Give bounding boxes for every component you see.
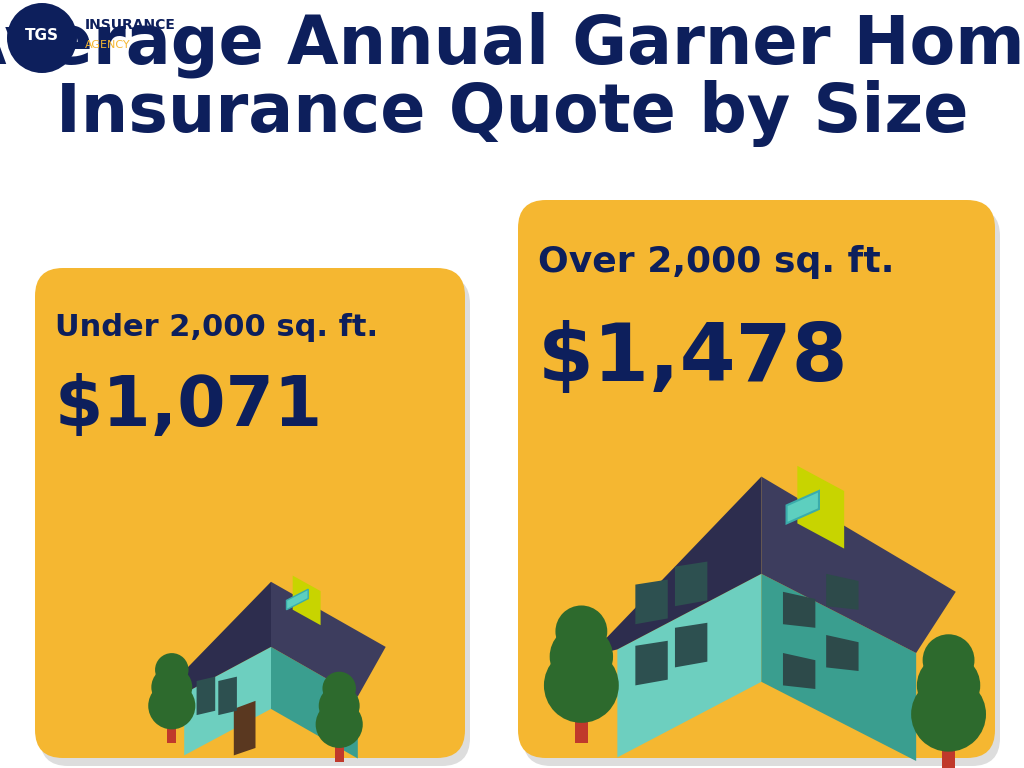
Text: Insurance Quote by Size: Insurance Quote by Size xyxy=(55,80,969,147)
Circle shape xyxy=(155,653,188,687)
Polygon shape xyxy=(617,574,762,757)
Polygon shape xyxy=(675,623,708,667)
Polygon shape xyxy=(675,561,708,606)
Polygon shape xyxy=(233,701,256,756)
Text: $1,478: $1,478 xyxy=(538,320,849,398)
Circle shape xyxy=(555,605,607,657)
FancyBboxPatch shape xyxy=(523,208,1000,766)
Polygon shape xyxy=(942,732,955,768)
Polygon shape xyxy=(271,647,357,759)
Circle shape xyxy=(916,654,980,717)
Circle shape xyxy=(544,648,618,723)
Text: TGS: TGS xyxy=(25,28,59,42)
Circle shape xyxy=(923,634,975,686)
Polygon shape xyxy=(197,677,215,715)
Circle shape xyxy=(152,667,193,707)
FancyBboxPatch shape xyxy=(40,276,470,766)
Polygon shape xyxy=(798,466,844,548)
Circle shape xyxy=(315,701,362,748)
Circle shape xyxy=(7,3,77,73)
Text: Over 2,000 sq. ft.: Over 2,000 sq. ft. xyxy=(538,245,894,279)
Polygon shape xyxy=(218,677,237,715)
Circle shape xyxy=(323,672,356,705)
Polygon shape xyxy=(786,491,819,524)
FancyBboxPatch shape xyxy=(518,200,995,758)
Polygon shape xyxy=(287,589,308,610)
Polygon shape xyxy=(826,635,858,671)
Polygon shape xyxy=(335,737,343,762)
Polygon shape xyxy=(635,580,668,624)
Polygon shape xyxy=(293,575,321,625)
Polygon shape xyxy=(762,477,955,653)
Polygon shape xyxy=(635,641,668,685)
Polygon shape xyxy=(168,718,176,743)
Text: AGENCY: AGENCY xyxy=(85,40,131,50)
Polygon shape xyxy=(783,592,815,627)
Text: Under 2,000 sq. ft.: Under 2,000 sq. ft. xyxy=(55,313,378,342)
Polygon shape xyxy=(160,582,271,697)
FancyBboxPatch shape xyxy=(35,268,465,758)
Polygon shape xyxy=(783,653,815,689)
Text: $1,071: $1,071 xyxy=(55,373,324,440)
Polygon shape xyxy=(826,574,858,610)
Polygon shape xyxy=(574,703,588,743)
Circle shape xyxy=(318,685,359,727)
Text: INSURANCE: INSURANCE xyxy=(85,18,176,32)
Polygon shape xyxy=(589,477,762,657)
Circle shape xyxy=(550,625,613,688)
Polygon shape xyxy=(271,582,386,697)
Polygon shape xyxy=(762,574,916,761)
Circle shape xyxy=(148,682,196,730)
Polygon shape xyxy=(184,647,271,756)
Circle shape xyxy=(911,677,986,752)
Text: Average Annual Garner Home: Average Annual Garner Home xyxy=(0,12,1024,78)
